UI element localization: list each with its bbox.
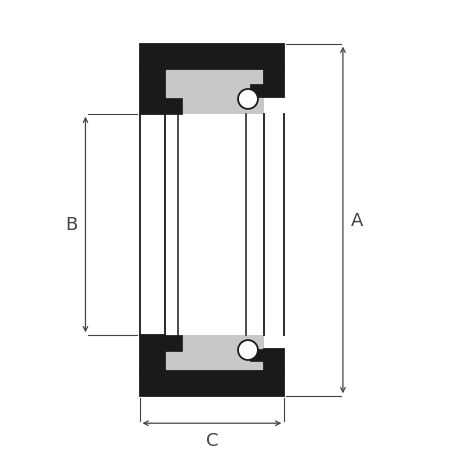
Text: C: C xyxy=(205,431,218,449)
Circle shape xyxy=(237,341,257,360)
Bar xyxy=(164,99,181,115)
Text: A: A xyxy=(350,212,363,230)
Bar xyxy=(164,336,263,371)
Bar xyxy=(263,349,284,371)
Bar xyxy=(263,69,284,97)
Bar xyxy=(140,45,284,69)
Bar xyxy=(249,349,263,362)
Bar xyxy=(164,336,181,352)
Bar xyxy=(249,85,263,97)
Circle shape xyxy=(237,90,257,110)
Bar xyxy=(140,336,164,371)
Bar xyxy=(164,69,263,115)
Bar xyxy=(140,371,284,396)
Bar xyxy=(140,69,164,115)
Text: B: B xyxy=(65,216,77,234)
